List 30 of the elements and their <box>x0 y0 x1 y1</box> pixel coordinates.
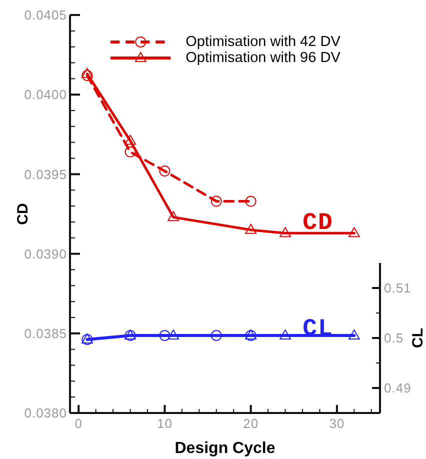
point <box>280 227 291 238</box>
y-tick-label: 0.0400 <box>24 87 67 102</box>
point <box>124 146 136 158</box>
x-tick-label: 10 <box>156 416 172 431</box>
point <box>159 166 170 177</box>
y-tick-label: 0.0395 <box>24 166 67 182</box>
point <box>210 196 222 207</box>
y2-axis-title: CL <box>409 328 426 348</box>
point <box>124 134 136 145</box>
annotation: CD <box>302 210 334 238</box>
x-tick-label: 0 <box>74 416 82 431</box>
point <box>245 224 257 234</box>
y2-tick-label: 0.51 <box>384 280 412 296</box>
point <box>245 196 256 207</box>
point <box>348 227 360 238</box>
x-tick-label: 20 <box>243 416 259 431</box>
x-axis-title: Design Cycle <box>174 440 276 457</box>
legend-label: Optimisation with 96 DV <box>186 50 340 66</box>
y2-tick-label: 0.49 <box>384 380 412 396</box>
point <box>82 68 93 78</box>
y-tick-label: 0.0405 <box>24 8 67 23</box>
legend-label: Optimisation with 42 DV <box>186 34 340 50</box>
y2-tick-label: 0.5 <box>384 330 404 346</box>
point <box>82 70 93 81</box>
y-tick-label: 0.0390 <box>24 246 67 262</box>
y-tick-label: 0.0385 <box>24 326 67 341</box>
y-axis-title: CD <box>14 203 32 225</box>
point <box>168 211 180 222</box>
x-tick-label: 30 <box>329 416 345 431</box>
y-tick-label: 0.0380 <box>24 406 67 421</box>
